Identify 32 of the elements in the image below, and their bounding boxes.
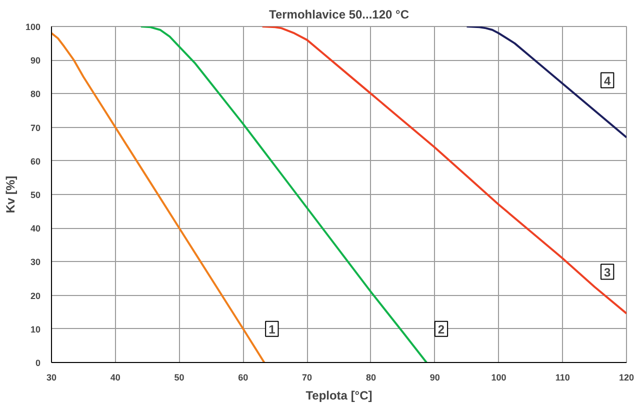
x-tick-label: 100 [491, 372, 506, 382]
y-tick-label: 20 [30, 290, 41, 301]
y-tick-label: 30 [30, 257, 41, 268]
x-tick-label: 50 [174, 372, 184, 382]
y-tick-label: 50 [30, 190, 41, 200]
x-tick-label: 90 [430, 372, 440, 382]
x-tick-label: 70 [302, 372, 312, 382]
y-tick-label: 70 [30, 122, 41, 133]
x-tick-label: 110 [555, 372, 570, 382]
line-series [52, 32, 266, 362]
line-series [466, 26, 626, 138]
y-axis-title: Kv [%] [3, 176, 18, 214]
x-tick-label: 40 [110, 372, 120, 382]
annotation: 3 [604, 265, 611, 280]
y-tick-label: 10 [30, 324, 41, 334]
x-tick-label: 80 [366, 372, 376, 382]
y-tick-label: 0 [35, 358, 41, 368]
x-axis-title: Teplota [°C] [306, 388, 372, 402]
line-series [261, 26, 626, 314]
y-tick-label: 90 [30, 56, 41, 66]
chart-title: Termohlavice 50...120 °C [269, 8, 410, 22]
annotation: 2 [438, 322, 445, 336]
annotation: 1 [268, 322, 276, 336]
x-tick-label: 60 [238, 372, 248, 382]
y-tick-label: 100 [25, 22, 41, 32]
x-tick-label: 30 [46, 372, 57, 382]
line-series [140, 26, 428, 362]
y-tick-label: 60 [30, 156, 41, 166]
x-tick-label: 120 [618, 372, 634, 382]
y-tick-label: 40 [30, 224, 41, 234]
y-tick-label: 80 [30, 89, 41, 100]
annotation: 4 [604, 74, 611, 88]
